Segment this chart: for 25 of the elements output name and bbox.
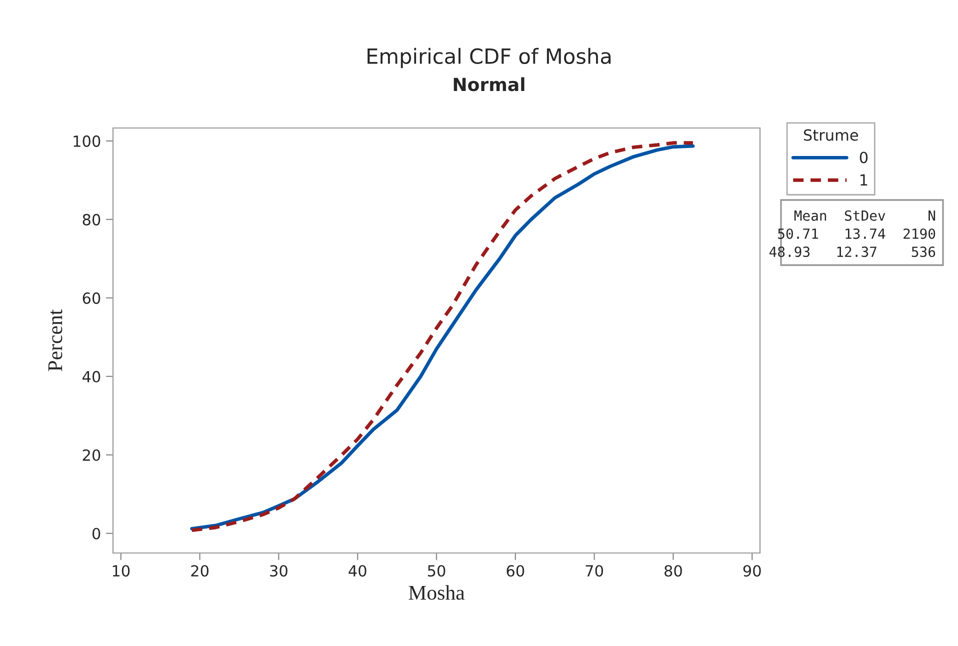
x-tick-label: 20 (191, 565, 208, 577)
y-tick-label: 0 (92, 528, 100, 540)
y-tick-label: 20 (82, 449, 100, 461)
legend-title: Strume (804, 129, 858, 141)
legend-label: 1 (860, 174, 868, 186)
x-tick-label: 10 (112, 565, 130, 577)
x-tick-label: 50 (428, 565, 446, 577)
y-tick-label: 40 (82, 370, 100, 382)
chart-title: Empirical CDF of Mosha (368, 48, 611, 68)
text: Mean StDev N (794, 210, 936, 221)
x-tick-label: 60 (506, 565, 524, 577)
x-tick-label: 30 (270, 565, 288, 577)
y-tick-label: 60 (82, 292, 100, 304)
y-axis-title: Percent (48, 309, 62, 372)
legend-label: 0 (860, 152, 868, 164)
x-tick-label: 90 (743, 565, 761, 577)
x-tick-label: 70 (586, 565, 604, 577)
y-tick-label: 100 (74, 135, 100, 147)
x-axis-title: Mosha (408, 585, 465, 600)
chart-subtitle: Normal (454, 77, 524, 92)
text: 50.71 13.74 2190 (778, 228, 936, 239)
text: 48.93 12.37 536 (769, 246, 936, 258)
x-tick-label: 40 (348, 565, 366, 577)
y-tick-label: 80 (82, 214, 100, 226)
x-tick-label: 80 (664, 565, 682, 577)
